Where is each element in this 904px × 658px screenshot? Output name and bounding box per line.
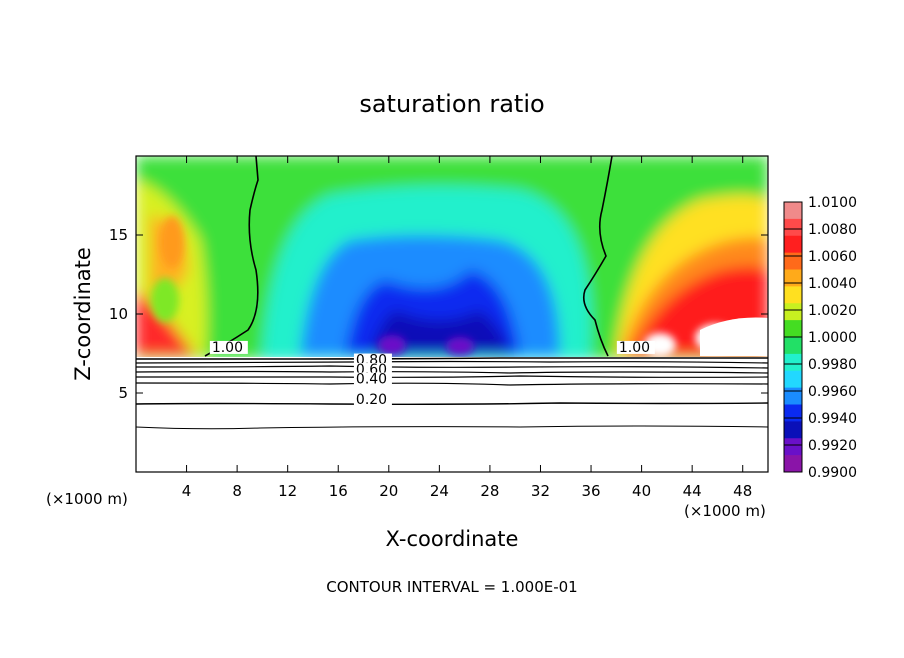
x-axis-label: X-coordinate (386, 527, 519, 551)
contour-line-f (136, 382, 768, 386)
contour-line-e (136, 375, 768, 378)
colorbar-swatch (784, 337, 802, 355)
contour-label-group: 0.20 (353, 392, 392, 408)
contour-line-h (136, 425, 768, 430)
y-tick-label: 15 (109, 226, 128, 244)
contour-label: 0.20 (356, 392, 387, 408)
field-center-purple-2 (446, 337, 474, 355)
field-center-purple-1 (378, 335, 406, 355)
colorbar-swatch (784, 455, 802, 473)
colorbar-label: 0.9980 (808, 357, 857, 373)
contour-line-c (136, 365, 768, 369)
colorbar-swatch (784, 235, 802, 254)
colorbar-swatch (784, 387, 802, 405)
field-left-orange-core (160, 216, 184, 268)
x-tick-label: 4 (182, 482, 192, 500)
x-tick-label: 28 (480, 482, 499, 500)
contour-label-bg (616, 340, 655, 354)
contour-line-1-00-right (582, 156, 613, 357)
colorbar-swatch (784, 353, 802, 372)
colorbar-label: 1.0060 (808, 249, 857, 265)
y-axis: 5 10 15 (109, 226, 768, 402)
y-tick-label: 5 (118, 384, 128, 402)
colorbar-swatch (784, 438, 802, 456)
x-tick-label: 36 (581, 482, 600, 500)
contour-labels: 1.00 1.000.800.600.400.20 (209, 340, 655, 408)
contour-label: 1.00 (212, 340, 243, 356)
x-unit-left: (×1000 m) (46, 490, 128, 508)
colorbar-label: 1.0040 (808, 276, 857, 292)
x-tick-label: 16 (329, 482, 348, 500)
colorbar-swatch (784, 404, 802, 422)
x-unit-right: (×1000 m) (684, 502, 766, 520)
colorbar-label: 0.9900 (808, 465, 857, 481)
colorbar-label: 1.0020 (808, 303, 857, 319)
x-tick-label: 40 (632, 482, 651, 500)
colorbar-label: 1.0080 (808, 222, 857, 238)
footer-note: CONTOUR INTERVAL = 1.000E-01 (326, 578, 577, 596)
colorbar-swatch (784, 286, 802, 304)
contour-lines-lower (136, 357, 768, 430)
contour-label: 0.40 (356, 372, 387, 388)
colorbar-swatch (784, 202, 802, 220)
x-tick-label: 12 (278, 482, 297, 500)
contour-label-group: 1.00 (209, 340, 248, 356)
x-tick-label: 32 (531, 482, 550, 500)
x-tick-label: 24 (430, 482, 449, 500)
contour-line-g (136, 402, 768, 406)
contour-line-a (136, 357, 768, 360)
y-tick-label: 10 (109, 305, 128, 323)
chart-title: saturation ratio (359, 90, 544, 118)
contour-label-bg (353, 372, 392, 386)
colorbar-label: 1.0000 (808, 330, 857, 346)
colorbar-swatch (784, 218, 802, 237)
contour-label-group: 1.00 (616, 340, 655, 356)
color-field (136, 156, 768, 360)
color-field-detail (151, 216, 735, 357)
lower-white-region (136, 357, 768, 472)
upper-white-region (700, 317, 768, 356)
colorbar-label: 1.0100 (808, 195, 857, 211)
y-axis-label: Z-coordinate (71, 247, 95, 381)
colorbar-label: 0.9920 (808, 438, 857, 454)
colorbar-swatch (784, 252, 802, 270)
colorbar: 1.0100 1.0080 1.0060 1.0040 1.0020 1.0000 0.99… (783, 195, 857, 481)
colorbar-label: 0.9960 (808, 384, 857, 400)
contour-line-1-00-left (204, 156, 259, 357)
colorbar-swatch (784, 320, 802, 338)
field-left-red (136, 290, 195, 356)
contour-label: 1.00 (619, 340, 650, 356)
contour-label-bg (209, 340, 248, 354)
colorbar-swatch (784, 421, 802, 439)
x-tick-label: 20 (379, 482, 398, 500)
x-axis: 4 8 12 16 20 24 28 32 36 40 44 48 (182, 156, 752, 500)
field-left-green-core (151, 278, 179, 322)
contour-line-b (136, 360, 768, 364)
contour-label-bg (353, 393, 392, 407)
plot-area: 1.00 1.000.800.600.400.20 (136, 156, 768, 472)
colorbar-swatch (784, 269, 802, 287)
x-tick-label: 44 (683, 482, 702, 500)
colorbar-swatch (784, 303, 802, 321)
x-tick-label: 8 (232, 482, 242, 500)
x-tick-label: 48 (733, 482, 752, 500)
colorbar-label: 0.9940 (808, 411, 857, 427)
contour-line-d (136, 370, 768, 374)
contour-label-group: 0.40 (353, 372, 392, 388)
colorbar-swatch (784, 370, 802, 389)
